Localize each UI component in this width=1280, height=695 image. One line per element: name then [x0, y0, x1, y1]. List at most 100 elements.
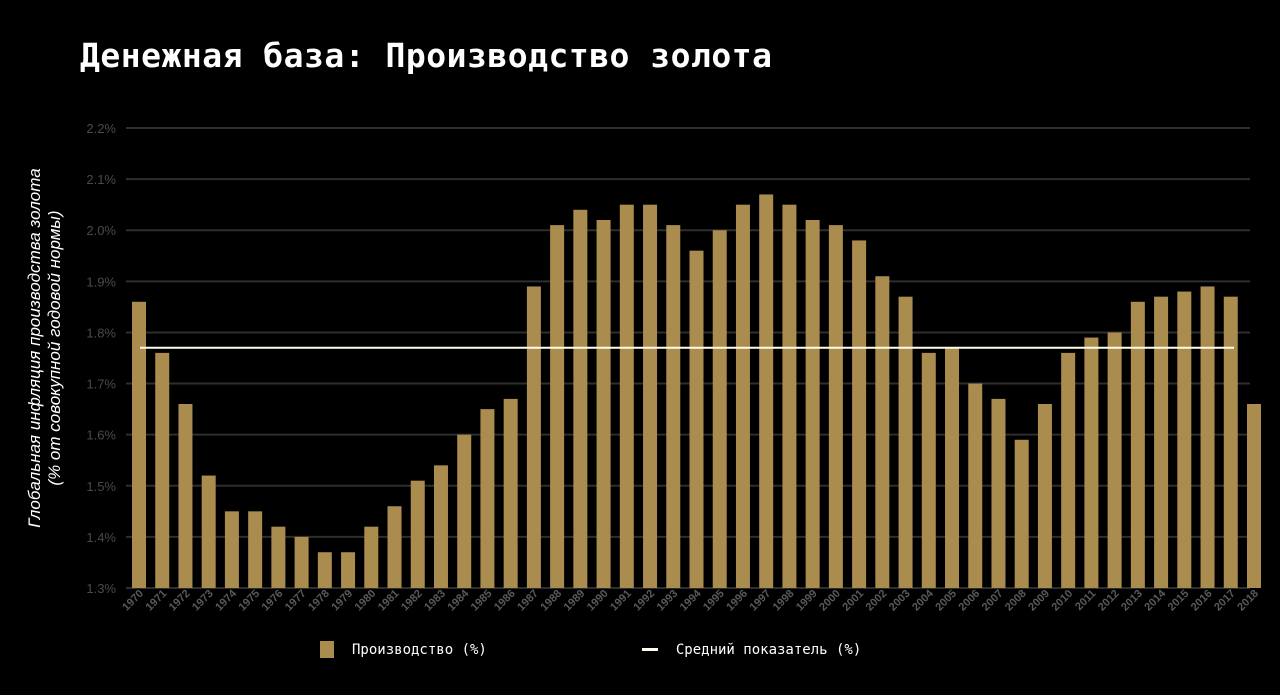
bar-2014 [1154, 296, 1169, 588]
x-tick-label: 2007 [980, 588, 1006, 614]
bar-1995 [712, 230, 727, 588]
x-tick-label: 1982 [399, 588, 425, 614]
gridlines [126, 127, 1250, 589]
x-tick-label: 2018 [1235, 588, 1261, 614]
bar-2017 [1223, 296, 1238, 588]
legend-item-average: Средний показатель (%) [641, 642, 861, 658]
x-tick-label: 1997 [748, 588, 774, 614]
x-tick-label: 2009 [1026, 588, 1052, 614]
y-tick-label: 1.3% [86, 581, 116, 596]
y-tick-label: 1.8% [86, 325, 116, 340]
x-tick-label: 1991 [608, 588, 634, 614]
bar-2011 [1084, 337, 1099, 588]
bar-1998 [782, 204, 797, 588]
legend-item-production: Производство (%) [320, 641, 487, 658]
x-tick-label: 2010 [1049, 588, 1075, 614]
bar-1972 [178, 404, 193, 588]
x-tick-label: 1976 [260, 588, 286, 614]
legend-swatch-bar [320, 641, 334, 658]
bar-2008 [1014, 439, 1029, 588]
y-tick-label: 2.0% [86, 223, 116, 238]
x-tick-label: 2005 [933, 588, 959, 614]
y-tick-label: 2.1% [86, 172, 116, 187]
bar-1973 [201, 475, 216, 588]
x-tick-label: 2004 [910, 587, 936, 613]
x-tick-label: 1987 [515, 588, 541, 614]
bar-1999 [805, 220, 820, 588]
x-tick-label: 1979 [329, 588, 355, 614]
bar-2018 [1247, 404, 1261, 588]
x-tick-label: 2000 [817, 588, 843, 614]
bar-2009 [1037, 404, 1052, 588]
bar-1992 [643, 204, 658, 588]
y-axis-ticks: 1.3% 1.4% 1.5% 1.6% 1.7% 1.8% 1.9% 2.0% 2.1% 2.2% [86, 121, 116, 596]
x-tick-label: 2003 [887, 588, 913, 614]
x-axis-ticks: 1970197119721973197419751976197719781979… [120, 587, 1261, 613]
x-tick-label: 1996 [724, 588, 750, 614]
x-tick-label: 1986 [492, 588, 518, 614]
bar-1978 [317, 552, 332, 588]
bar-1991 [619, 204, 634, 588]
x-tick-label: 2006 [957, 588, 983, 614]
bar-1979 [341, 552, 356, 588]
bar-1974 [224, 511, 239, 588]
legend-label-production: Производство (%) [352, 641, 487, 658]
x-tick-label: 1971 [144, 588, 170, 614]
bar-1977 [294, 536, 309, 588]
x-tick-label: 1977 [283, 588, 309, 614]
x-tick-label: 2013 [1119, 588, 1145, 614]
x-tick-label: 1989 [562, 588, 588, 614]
bars [132, 194, 1261, 588]
x-tick-label: 2008 [1003, 588, 1029, 614]
bar-2002 [875, 276, 890, 588]
x-tick-label: 1993 [655, 588, 681, 614]
y-tick-label: 1.4% [86, 530, 116, 545]
x-tick-label: 1985 [469, 588, 495, 614]
x-tick-label: 2016 [1189, 588, 1215, 614]
x-tick-label: 2015 [1166, 588, 1192, 614]
x-tick-label: 1990 [585, 588, 611, 614]
bar-2012 [1107, 332, 1122, 588]
bar-1988 [550, 225, 565, 588]
bar-1987 [526, 286, 541, 588]
x-tick-label: 1975 [236, 588, 262, 614]
bar-1985 [480, 409, 495, 588]
bar-2003 [898, 296, 913, 588]
bar-1984 [457, 434, 472, 588]
bar-chart: 1.3% 1.4% 1.5% 1.6% 1.7% 1.8% 1.9% 2.0% 2.1% 2.2%… [25, 121, 1261, 613]
bar-1989 [573, 209, 588, 588]
bar-1986 [503, 398, 518, 588]
bar-2006 [968, 383, 983, 588]
bar-1971 [155, 352, 170, 588]
bar-1996 [735, 204, 750, 588]
x-tick-label: 2002 [864, 588, 890, 614]
legend-swatch-line [641, 648, 658, 651]
bar-1975 [248, 511, 263, 588]
x-tick-label: 1995 [701, 588, 727, 614]
x-tick-label: 1994 [678, 587, 704, 613]
bar-1994 [689, 250, 704, 588]
bar-1976 [271, 526, 286, 588]
x-tick-label: 1981 [376, 588, 402, 614]
bar-1993 [666, 225, 681, 588]
x-tick-label: 2017 [1212, 588, 1238, 614]
x-tick-label: 1972 [167, 588, 193, 614]
y-tick-label: 2.2% [86, 121, 116, 136]
y-tick-label: 1.5% [86, 479, 116, 494]
x-tick-label: 1984 [446, 587, 472, 613]
y-tick-label: 1.6% [86, 428, 116, 443]
bar-2005 [945, 347, 960, 588]
bar-1982 [410, 480, 425, 588]
bar-2000 [828, 225, 843, 588]
bar-2015 [1177, 291, 1192, 588]
y-axis-label-line1: Глобальная инфляция производства золота [25, 168, 44, 527]
x-tick-label: 1992 [631, 588, 657, 614]
x-tick-label: 1999 [794, 588, 820, 614]
legend: Производство (%) Средний показатель (%) [320, 641, 861, 658]
x-tick-label: 1988 [538, 588, 564, 614]
chart-title: Денежная база: Производство золота [80, 36, 773, 75]
bar-1983 [433, 465, 448, 588]
y-tick-label: 1.9% [86, 274, 116, 289]
x-tick-label: 1973 [190, 588, 216, 614]
x-tick-label: 1978 [306, 588, 332, 614]
